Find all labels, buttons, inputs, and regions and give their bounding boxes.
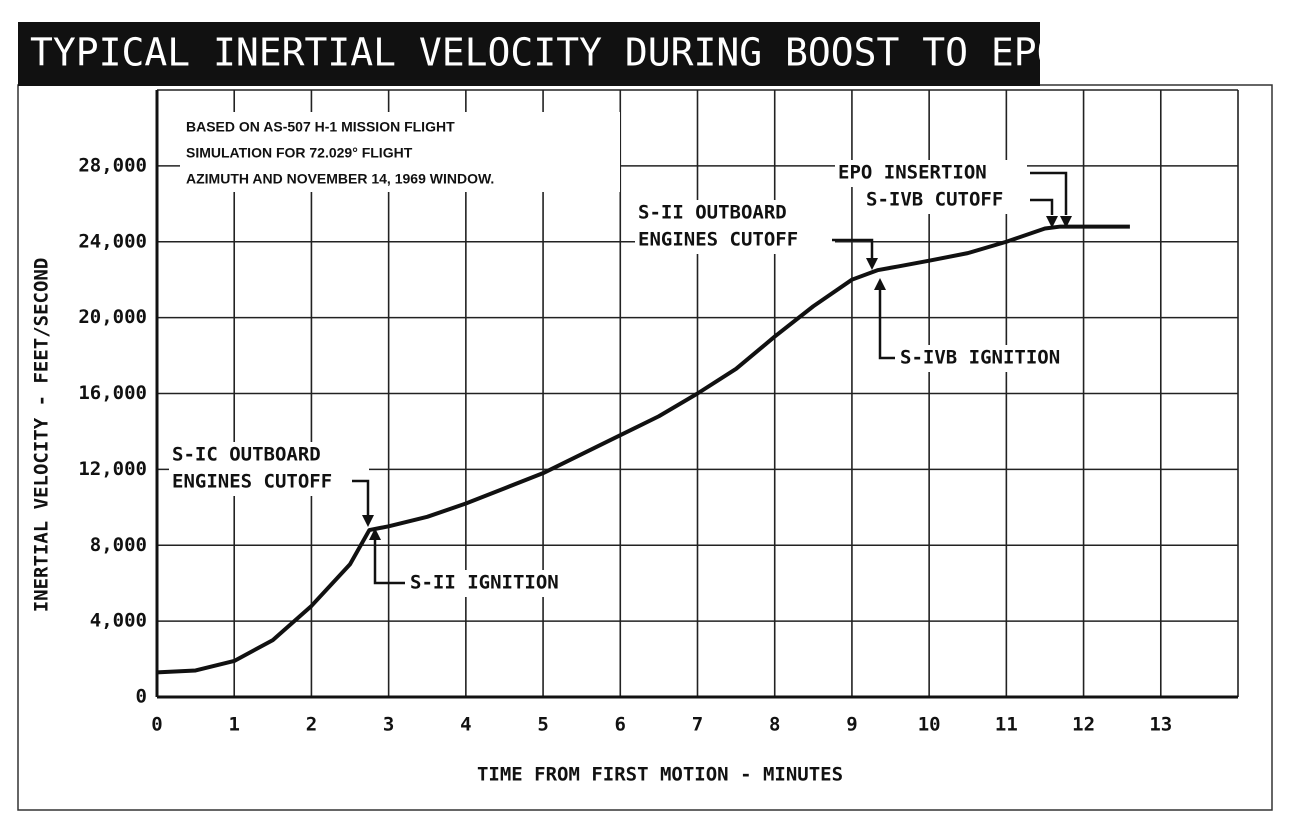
x-tick-label: 2: [306, 714, 317, 736]
y-tick-label: 8,000: [90, 534, 147, 556]
y-tick-label: 20,000: [78, 306, 147, 328]
x-tick-label: 12: [1072, 714, 1095, 736]
title-box: [18, 22, 1040, 86]
x-tick-label: 10: [918, 714, 941, 736]
x-tick-label: 3: [383, 714, 394, 736]
annotation-leader: [1030, 198, 1054, 215]
y-axis-label: INERTIAL VELOCITY - FEET/SECOND: [31, 258, 53, 613]
annotation-text: ENGINES CUTOFF: [172, 471, 332, 493]
annotation-bg: [635, 200, 835, 254]
note-line: BASED ON AS-507 H-1 MISSION FLIGHT: [186, 119, 455, 135]
x-tick-label: 7: [692, 714, 703, 736]
annotation-arrow: [362, 515, 374, 527]
annotation-bg: [169, 442, 369, 496]
annotation-arrow: [1046, 216, 1058, 228]
x-axis-label: TIME FROM FIRST MOTION - MINUTES: [477, 764, 843, 786]
annotation-bg: [897, 345, 1079, 372]
x-tick-label: 0: [151, 714, 162, 736]
x-tick-label: 1: [228, 714, 239, 736]
note-line: SIMULATION FOR 72.029° FLIGHT: [186, 145, 413, 161]
x-tick-label: 9: [846, 714, 857, 736]
annotation-leader: [832, 238, 874, 258]
annotation-text: EPO INSERTION: [838, 162, 987, 184]
annotation-arrow: [1060, 216, 1072, 228]
x-tick-label: 4: [460, 714, 471, 736]
annotation-text: S-II OUTBOARD: [638, 202, 787, 224]
x-tick-label: 8: [769, 714, 780, 736]
annotation-text: S-II IGNITION: [410, 572, 559, 594]
chart-title: TYPICAL INERTIAL VELOCITY DURING BOOST T…: [30, 31, 1060, 75]
annotation-leader: [1030, 171, 1068, 215]
annotation-arrow: [874, 278, 886, 290]
annotation-text: ENGINES CUTOFF: [638, 229, 798, 251]
annotation-text: S-IC OUTBOARD: [172, 444, 321, 466]
annotation-arrow: [866, 258, 878, 270]
annotation-arrow: [369, 528, 381, 540]
note-bg: [180, 112, 620, 192]
note-line: AZIMUTH AND NOVEMBER 14, 1969 WINDOW.: [186, 171, 494, 187]
x-tick-label: 5: [537, 714, 548, 736]
x-tick-label: 6: [615, 714, 626, 736]
velocity-line: [156, 224, 1130, 675]
y-tick-label: 28,000: [78, 154, 147, 176]
y-tick-label: 12,000: [78, 458, 147, 480]
annotation-leader: [878, 290, 895, 360]
y-tick-label: 0: [136, 686, 147, 708]
y-tick-label: 4,000: [90, 610, 147, 632]
x-tick-label: 11: [995, 714, 1018, 736]
annotation-leader: [352, 479, 370, 515]
y-tick-label: 16,000: [78, 382, 147, 404]
annotation-text: S-IVB IGNITION: [900, 347, 1060, 369]
annotation-bg: [835, 160, 1027, 187]
x-tick-label: 13: [1149, 714, 1172, 736]
annotation-bg: [863, 187, 1025, 214]
y-tick-label: 24,000: [78, 230, 147, 252]
annotation-text: S-IVB CUTOFF: [866, 189, 1003, 211]
annotation-leader: [373, 540, 405, 585]
annotation-bg: [407, 570, 572, 597]
